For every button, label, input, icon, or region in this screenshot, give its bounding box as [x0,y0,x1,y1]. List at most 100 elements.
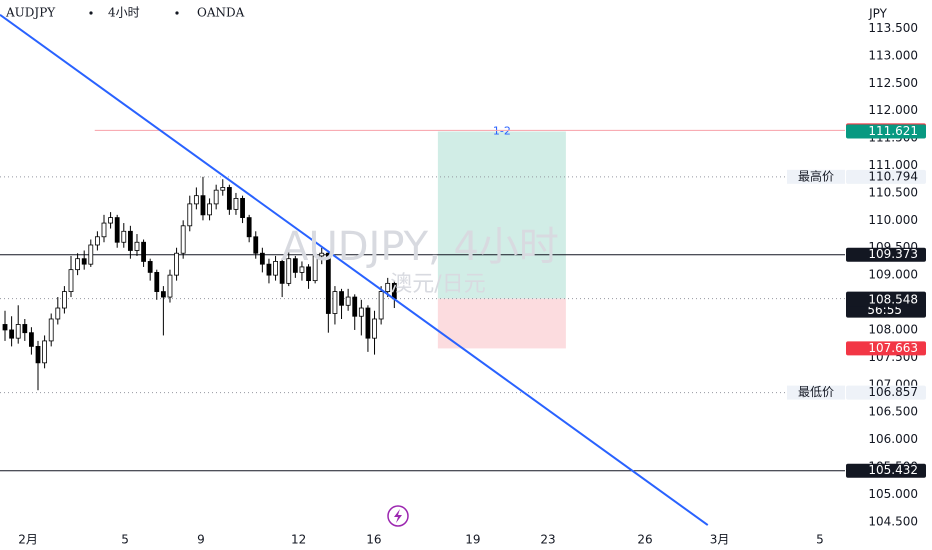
profit-zone [437,131,566,299]
candle-body [345,296,351,306]
symbol: AUDJPY [5,6,56,20]
candle-body [141,241,146,262]
plot: 1-2 [0,13,845,526]
icon-bolt[interactable] [394,509,402,523]
candle-body [193,195,199,205]
y-tick-label: 105.000 [868,487,918,501]
candle-body [160,291,166,298]
price-tag-label: 110.794 [868,169,918,183]
candle-body [147,261,153,273]
position-label: 1-2 [493,124,511,137]
candle-body [292,258,298,273]
x-tick-label: 5 [816,533,824,547]
y-tick-label: 106.500 [868,405,918,419]
candle-body [114,217,120,243]
candle-body [312,255,318,282]
x-tick-label: 2月 [18,533,38,547]
price-tag-label: 107.663 [868,341,918,355]
candle-body [213,189,219,205]
caption: 最低价 [798,385,834,399]
price-tag-label: 105.432 [868,463,918,477]
candle-body [68,269,74,292]
x-tick-label: 23 [540,533,555,547]
candle-body [81,258,87,265]
candle-body [286,258,292,284]
candle-body [62,291,67,309]
x-tick-label: 12 [291,533,306,547]
x-tick-label: 16 [366,533,381,547]
y-tick-label: 104.500 [868,514,918,528]
candle-body [22,324,28,334]
candle-body [246,217,252,238]
replay-icon[interactable] [387,505,409,527]
candle-body [378,291,384,320]
price-tag [846,341,926,356]
candle-body [259,252,265,265]
candle-body [154,271,160,292]
candle-body [174,252,179,276]
candle-body [127,230,133,251]
candle-body [279,261,285,284]
trendline [0,13,709,526]
exchange: OANDA [197,6,245,20]
candle-body [220,187,226,191]
y-tick-label: 112.000 [868,103,918,117]
y-tick-label: 106.000 [868,432,918,446]
candle-body [88,244,94,265]
candle-body [365,307,371,339]
candle-body [358,307,364,317]
candle-body [42,340,48,364]
candle-body [339,291,344,306]
y-tick-label: 111.000 [868,158,918,172]
price-tag [846,247,926,262]
price-tag [846,169,926,184]
y-tick-label: 112.500 [868,76,918,90]
y-tick-label: 110.500 [868,185,918,199]
y-tick-label: 108.000 [868,322,918,336]
watermark-sub: 澳元/日元 [390,272,485,297]
candle-body [167,274,173,298]
price-tag [846,124,926,139]
candle-body [2,324,8,331]
candle-body [306,266,311,282]
candle-body [121,230,127,243]
candle-body [253,236,259,254]
price-tag-label: 106.857 [868,385,918,399]
candle-body [385,282,391,292]
candle-body [75,258,80,271]
candle-body [240,198,245,218]
price-tag [846,292,926,307]
price-tag [846,385,926,400]
candle-body [352,296,358,317]
y-tick-label: 110.000 [868,213,918,227]
price-tag-label: 109.373 [868,247,918,261]
candle-body [226,187,232,210]
candle-body [55,307,61,320]
candle-body [372,318,377,339]
candle-body [134,241,140,251]
price-tag-label: 111.621 [868,124,918,138]
x-tick-label: 19 [465,533,480,547]
candle-body [187,203,193,227]
candle-body [15,324,21,339]
y-tick-label: 109.000 [868,268,918,282]
header: AUDJPY 4小时 OANDA [5,6,245,20]
candle-body [9,329,15,339]
candle-body [332,291,338,314]
candle-body [48,318,54,342]
candle-body [233,198,239,210]
candle-body [29,332,34,347]
separator [89,11,93,15]
caption: 最高价 [798,168,834,183]
candle-body [325,252,331,314]
candle-body [273,261,278,276]
x-tick-label: 3月 [710,533,730,547]
candle-body [266,263,272,276]
watermark: AUDJPY, 4小时 [281,224,559,270]
x-tick-label: 26 [637,533,652,547]
caption-box [787,385,845,400]
price-tag-label: 108.548 [868,292,918,306]
candle-body [35,345,41,364]
separator [175,11,179,15]
